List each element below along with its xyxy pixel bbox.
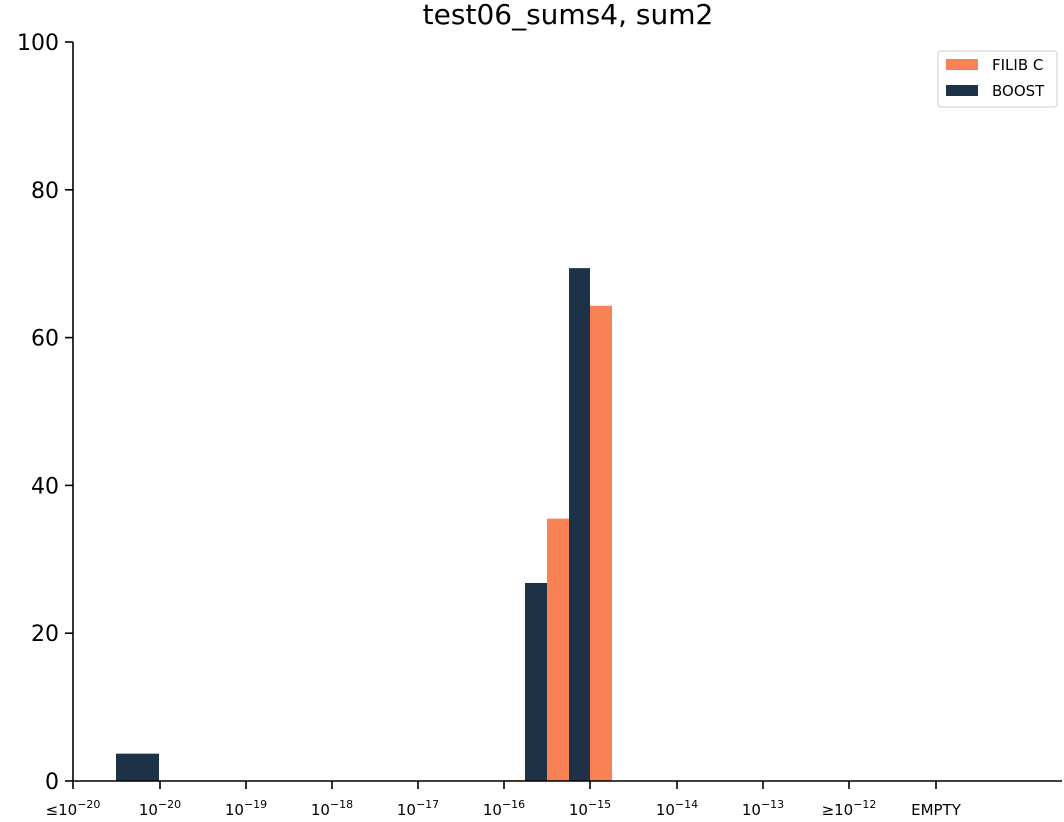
chart-title: test06_sums4, sum2 [423, 0, 714, 31]
bar-filib-c-1 [590, 305, 612, 781]
x-tick-label: 10−20 [139, 798, 181, 819]
x-tick-label: ≥10−12 [822, 798, 877, 819]
y-tick-label: 60 [31, 327, 59, 352]
bar-boost-2 [569, 268, 590, 781]
legend-swatch-filib-c [946, 59, 978, 70]
x-tick-label: 10−13 [742, 798, 784, 819]
y-tick-label: 80 [31, 179, 59, 204]
x-tick-label: 10−16 [483, 798, 525, 819]
x-tick-label: 10−18 [311, 798, 353, 819]
bar-boost-1 [525, 582, 547, 781]
legend-label-filib-c: FILIB C [992, 56, 1043, 74]
axes-layer: 0 20 40 60 80 100 ≤10−20 10−20 10−19 10−18 10−17 10… [17, 31, 1062, 819]
x-tick-label: ≤10−20 [46, 798, 101, 819]
bars-layer [116, 268, 612, 781]
y-tick-label: 100 [17, 31, 59, 56]
y-tick-label: 40 [31, 474, 59, 499]
legend-swatch-boost [946, 85, 978, 96]
y-tick-label: 0 [45, 770, 59, 795]
x-tick-label: 10−14 [656, 798, 698, 819]
legend: FILIB C BOOST [937, 50, 1058, 108]
x-tick-label: 10−17 [397, 798, 439, 819]
y-tick-label: 20 [31, 622, 59, 647]
legend-label-boost: BOOST [992, 82, 1045, 100]
bar-boost-0 [116, 753, 159, 781]
x-tick-label: EMPTY [911, 801, 962, 819]
x-tick-label: 10−15 [569, 798, 611, 819]
bar-filib-c-0 [547, 518, 569, 781]
x-tick-label: 10−19 [225, 798, 267, 819]
